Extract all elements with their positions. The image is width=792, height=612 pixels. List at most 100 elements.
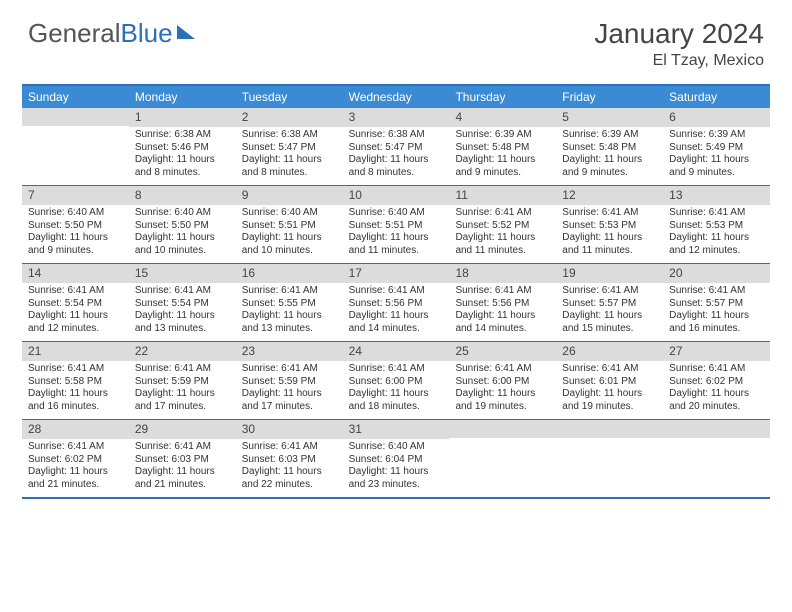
- day-number: 23: [236, 342, 343, 361]
- sunset-text: Sunset: 5:49 PM: [669, 142, 764, 155]
- sunrise-text: Sunrise: 6:40 AM: [349, 207, 444, 220]
- sunset-text: Sunset: 6:01 PM: [562, 376, 657, 389]
- sunrise-text: Sunrise: 6:41 AM: [28, 285, 123, 298]
- sunrise-text: Sunrise: 6:41 AM: [669, 363, 764, 376]
- daylight-text: Daylight: 11 hours and 21 minutes.: [28, 466, 123, 491]
- day-number: 12: [556, 186, 663, 205]
- sunset-text: Sunset: 6:02 PM: [28, 454, 123, 467]
- daylight-text: Daylight: 11 hours and 17 minutes.: [135, 388, 230, 413]
- sunset-text: Sunset: 5:59 PM: [135, 376, 230, 389]
- logo-triangle-icon: [177, 25, 195, 39]
- day-cell: 26Sunrise: 6:41 AMSunset: 6:01 PMDayligh…: [556, 342, 663, 419]
- day-cell: [22, 108, 129, 185]
- day-cell: 23 Sunrise: 6:41 AMSunset: 5:59 PMDayligh…: [236, 342, 343, 419]
- dow-saturday: Saturday: [663, 86, 770, 108]
- day-cell: [449, 420, 556, 497]
- sunset-text: Sunset: 5:50 PM: [28, 220, 123, 233]
- day-cell: 31Sunrise: 6:40 AMSunset: 6:04 PMDayligh…: [343, 420, 450, 497]
- day-number: 28: [22, 420, 129, 439]
- day-number: 30: [236, 420, 343, 439]
- sunset-text: Sunset: 5:48 PM: [455, 142, 550, 155]
- day-number: 27: [663, 342, 770, 361]
- day-number: 8: [129, 186, 236, 205]
- day-cell: 19Sunrise: 6:41 AMSunset: 5:57 PMDayligh…: [556, 264, 663, 341]
- day-number: [449, 420, 556, 438]
- sunrise-text: Sunrise: 6:41 AM: [455, 285, 550, 298]
- day-info: Sunrise: 6:41 AMSunset: 5:56 PMDaylight:…: [343, 285, 450, 335]
- day-number: 24: [343, 342, 450, 361]
- sunrise-text: Sunrise: 6:41 AM: [28, 363, 123, 376]
- day-number: [22, 108, 129, 126]
- day-cell: 22Sunrise: 6:41 AMSunset: 5:59 PMDayligh…: [129, 342, 236, 419]
- day-number: 6: [663, 108, 770, 127]
- dow-friday: Friday: [556, 86, 663, 108]
- day-cell: 25Sunrise: 6:41 AMSunset: 6:00 PMDayligh…: [449, 342, 556, 419]
- daylight-text: Daylight: 11 hours and 19 minutes.: [455, 388, 550, 413]
- day-info: Sunrise: 6:41 AMSunset: 5:54 PMDaylight:…: [129, 285, 236, 335]
- day-cell: [556, 420, 663, 497]
- dow-thursday: Thursday: [449, 86, 556, 108]
- day-number: 9: [236, 186, 343, 205]
- daylight-text: Daylight: 11 hours and 9 minutes.: [455, 154, 550, 179]
- day-cell: 10Sunrise: 6:40 AMSunset: 5:51 PMDayligh…: [343, 186, 450, 263]
- day-number: 11: [449, 186, 556, 205]
- day-info: Sunrise: 6:38 AMSunset: 5:47 PMDaylight:…: [236, 129, 343, 179]
- day-info: Sunrise: 6:41 AMSunset: 5:57 PMDaylight:…: [663, 285, 770, 335]
- day-info: Sunrise: 6:40 AMSunset: 5:51 PMDaylight:…: [236, 207, 343, 257]
- sunrise-text: Sunrise: 6:41 AM: [242, 363, 337, 376]
- sunrise-text: Sunrise: 6:41 AM: [349, 285, 444, 298]
- day-info: Sunrise: 6:41 AMSunset: 5:53 PMDaylight:…: [556, 207, 663, 257]
- sunrise-text: Sunrise: 6:41 AM: [669, 207, 764, 220]
- daylight-text: Daylight: 11 hours and 21 minutes.: [135, 466, 230, 491]
- day-cell: 28Sunrise: 6:41 AMSunset: 6:02 PMDayligh…: [22, 420, 129, 497]
- day-number: 20: [663, 264, 770, 283]
- day-info: Sunrise: 6:39 AMSunset: 5:48 PMDaylight:…: [556, 129, 663, 179]
- week-row: 28Sunrise: 6:41 AMSunset: 6:02 PMDayligh…: [22, 420, 770, 497]
- sunset-text: Sunset: 5:51 PM: [242, 220, 337, 233]
- day-number: 2: [236, 108, 343, 127]
- day-cell: 20 Sunrise: 6:41 AMSunset: 5:57 PMDayligh…: [663, 264, 770, 341]
- day-cell: 16Sunrise: 6:41 AMSunset: 5:55 PMDayligh…: [236, 264, 343, 341]
- sunrise-text: Sunrise: 6:40 AM: [28, 207, 123, 220]
- day-info: Sunrise: 6:41 AMSunset: 6:02 PMDaylight:…: [663, 363, 770, 413]
- sunrise-text: Sunrise: 6:41 AM: [562, 285, 657, 298]
- sunrise-text: Sunrise: 6:40 AM: [242, 207, 337, 220]
- day-number: 31: [343, 420, 450, 439]
- day-cell: 8Sunrise: 6:40 AMSunset: 5:50 PMDaylight…: [129, 186, 236, 263]
- day-info: Sunrise: 6:41 AMSunset: 6:03 PMDaylight:…: [129, 441, 236, 491]
- day-cell: 21Sunrise: 6:41 AMSunset: 5:58 PMDayligh…: [22, 342, 129, 419]
- day-of-week-header: SundayMondayTuesdayWednesdayThursdayFrid…: [22, 86, 770, 108]
- sunrise-text: Sunrise: 6:41 AM: [349, 363, 444, 376]
- day-info: Sunrise: 6:41 AMSunset: 5:59 PMDaylight:…: [236, 363, 343, 413]
- daylight-text: Daylight: 11 hours and 16 minutes.: [669, 310, 764, 335]
- sunset-text: Sunset: 5:46 PM: [135, 142, 230, 155]
- day-info: Sunrise: 6:41 AMSunset: 5:59 PMDaylight:…: [129, 363, 236, 413]
- week-row: 21Sunrise: 6:41 AMSunset: 5:58 PMDayligh…: [22, 342, 770, 420]
- daylight-text: Daylight: 11 hours and 23 minutes.: [349, 466, 444, 491]
- sunset-text: Sunset: 5:52 PM: [455, 220, 550, 233]
- sunset-text: Sunset: 5:58 PM: [28, 376, 123, 389]
- day-cell: 1Sunrise: 6:38 AMSunset: 5:46 PMDaylight…: [129, 108, 236, 185]
- dow-sunday: Sunday: [22, 86, 129, 108]
- dow-monday: Monday: [129, 86, 236, 108]
- day-info: Sunrise: 6:41 AMSunset: 5:52 PMDaylight:…: [449, 207, 556, 257]
- sunset-text: Sunset: 6:03 PM: [135, 454, 230, 467]
- day-number: 10: [343, 186, 450, 205]
- sunset-text: Sunset: 6:04 PM: [349, 454, 444, 467]
- sunset-text: Sunset: 5:59 PM: [242, 376, 337, 389]
- day-cell: 27 Sunrise: 6:41 AMSunset: 6:02 PMDayligh…: [663, 342, 770, 419]
- day-number: 14: [22, 264, 129, 283]
- day-cell: 15Sunrise: 6:41 AMSunset: 5:54 PMDayligh…: [129, 264, 236, 341]
- sunset-text: Sunset: 6:02 PM: [669, 376, 764, 389]
- page-header: GeneralBlue January 2024 El Tzay, Mexico: [0, 0, 792, 78]
- daylight-text: Daylight: 11 hours and 14 minutes.: [349, 310, 444, 335]
- day-cell: 3Sunrise: 6:38 AMSunset: 5:47 PMDaylight…: [343, 108, 450, 185]
- day-number: 25: [449, 342, 556, 361]
- daylight-text: Daylight: 11 hours and 20 minutes.: [669, 388, 764, 413]
- daylight-text: Daylight: 11 hours and 9 minutes.: [669, 154, 764, 179]
- sunrise-text: Sunrise: 6:41 AM: [242, 441, 337, 454]
- day-cell: 12 Sunrise: 6:41 AMSunset: 5:53 PMDayligh…: [556, 186, 663, 263]
- day-cell: 2 Sunrise: 6:38 AMSunset: 5:47 PMDaylight…: [236, 108, 343, 185]
- day-number: 26: [556, 342, 663, 361]
- day-number: 19: [556, 264, 663, 283]
